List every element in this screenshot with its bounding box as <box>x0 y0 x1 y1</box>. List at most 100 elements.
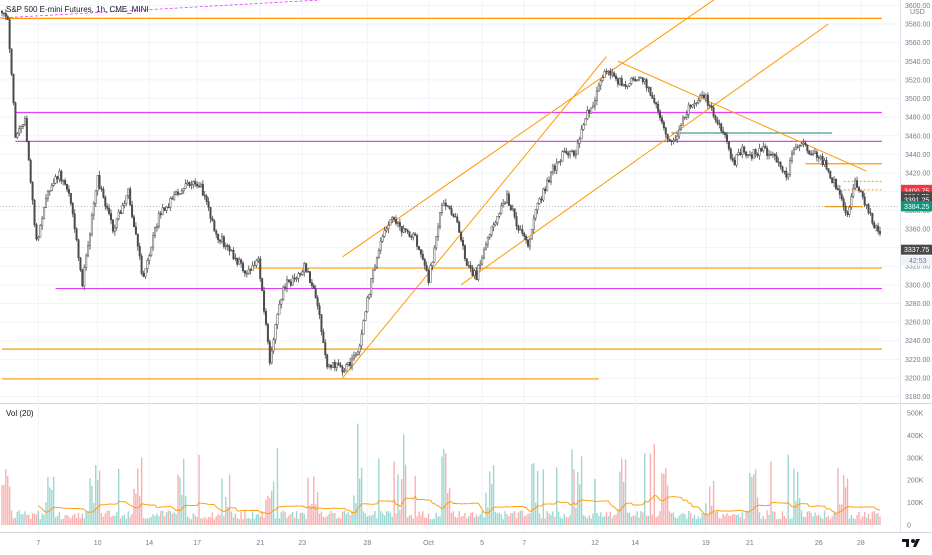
volume-bar <box>523 516 525 525</box>
candle-body <box>584 118 587 126</box>
volume-bar <box>200 518 202 525</box>
volume-bar <box>538 513 541 525</box>
volume-bar <box>14 517 17 525</box>
candle-body <box>263 290 266 312</box>
volume-bar <box>259 516 261 525</box>
candle-body <box>414 233 417 236</box>
candle-body <box>442 202 445 206</box>
candle-body <box>789 160 792 175</box>
price-tick-label: 3260.00 <box>905 320 930 327</box>
volume-bar <box>833 512 835 525</box>
volume-bar <box>420 515 422 525</box>
volume-bar <box>718 518 721 525</box>
volume-bar <box>116 512 118 525</box>
candle-body <box>242 262 245 272</box>
candle-body <box>347 362 350 365</box>
volume-bar <box>473 517 476 525</box>
volume-bar <box>108 510 110 525</box>
candle-body <box>651 95 654 99</box>
volume-bar <box>399 510 401 525</box>
volume-bar <box>873 511 875 525</box>
volume-bar <box>776 519 778 525</box>
volume-bar <box>121 515 124 525</box>
candle-body <box>198 185 201 188</box>
price-tick-label: 3520.00 <box>905 77 930 84</box>
volume-bar <box>410 514 413 525</box>
volume-bar <box>517 512 520 525</box>
candle-body <box>768 154 771 156</box>
candle-body <box>785 170 788 178</box>
candle-body <box>423 259 426 266</box>
candle-body <box>402 228 405 233</box>
candle-body <box>425 265 428 271</box>
candle-body <box>318 305 321 315</box>
candle-body <box>827 168 830 172</box>
candle-body <box>4 13 7 17</box>
volume-bar <box>7 476 9 525</box>
candle-body <box>58 170 61 180</box>
candle-body <box>509 205 512 211</box>
candle-body <box>385 228 388 231</box>
candle-body <box>46 190 49 199</box>
volume-bar <box>672 512 675 525</box>
tradingview-logo-icon[interactable] <box>900 537 930 549</box>
volume-bar <box>519 510 522 525</box>
volume-bar <box>1 485 3 525</box>
candle-body <box>701 94 704 97</box>
volume-bar <box>276 447 279 525</box>
candle-body <box>731 157 734 161</box>
candle-body <box>722 130 725 133</box>
candle-body <box>576 143 579 155</box>
volume-bar <box>638 517 640 525</box>
candle-body <box>781 166 784 172</box>
candle-body <box>310 282 313 286</box>
candle-body <box>276 313 279 325</box>
candle-body <box>52 182 55 186</box>
volume-bar <box>175 513 177 525</box>
candle-body <box>819 156 822 159</box>
time-axis[interactable]: 7 10 14 17 21 23 28 Oct 5 7 12 14 19 21 26 28 <box>36 540 864 547</box>
candle-body <box>341 366 344 373</box>
volume-bar <box>353 495 355 525</box>
volume-bar <box>418 511 420 525</box>
volume-bar <box>806 511 809 525</box>
candle-body <box>863 196 866 206</box>
volume-bar <box>98 470 101 525</box>
candle-body <box>136 233 139 247</box>
candle-body <box>253 265 256 267</box>
volume-bar <box>169 511 172 525</box>
candle-body <box>282 286 285 300</box>
candle-body <box>228 246 231 252</box>
price-tag <box>901 185 932 196</box>
volume-bar <box>640 511 642 525</box>
price-axis[interactable]: 3180.00 3200.00 3220.00 3240.00 3260.00 3280.… <box>905 3 930 530</box>
volume-bar <box>198 454 200 525</box>
price-tick-label: 3180.00 <box>905 394 930 401</box>
volume-bar <box>850 514 853 525</box>
volume-bar <box>123 514 126 525</box>
volume-bar <box>741 512 743 525</box>
volume-bar <box>678 515 680 525</box>
volume-bar <box>795 501 797 525</box>
candle-body <box>507 193 510 206</box>
candle-body <box>266 323 269 342</box>
volume-bar <box>783 516 786 525</box>
candle-body <box>287 279 290 283</box>
volume-bar <box>513 511 516 525</box>
candle-body <box>519 229 522 231</box>
volume-bar <box>856 514 858 525</box>
candle-body <box>532 217 535 230</box>
candle-body <box>530 229 533 240</box>
candle-body <box>205 195 208 202</box>
currency-label[interactable]: USD <box>910 9 925 16</box>
candle-body <box>10 48 13 75</box>
volume-bar <box>408 515 411 525</box>
candle-body <box>366 297 369 313</box>
candle-body <box>190 184 193 186</box>
volume-bar <box>571 449 573 525</box>
candle-body <box>111 219 114 232</box>
candle-body <box>643 79 646 83</box>
candle-body <box>362 320 365 335</box>
